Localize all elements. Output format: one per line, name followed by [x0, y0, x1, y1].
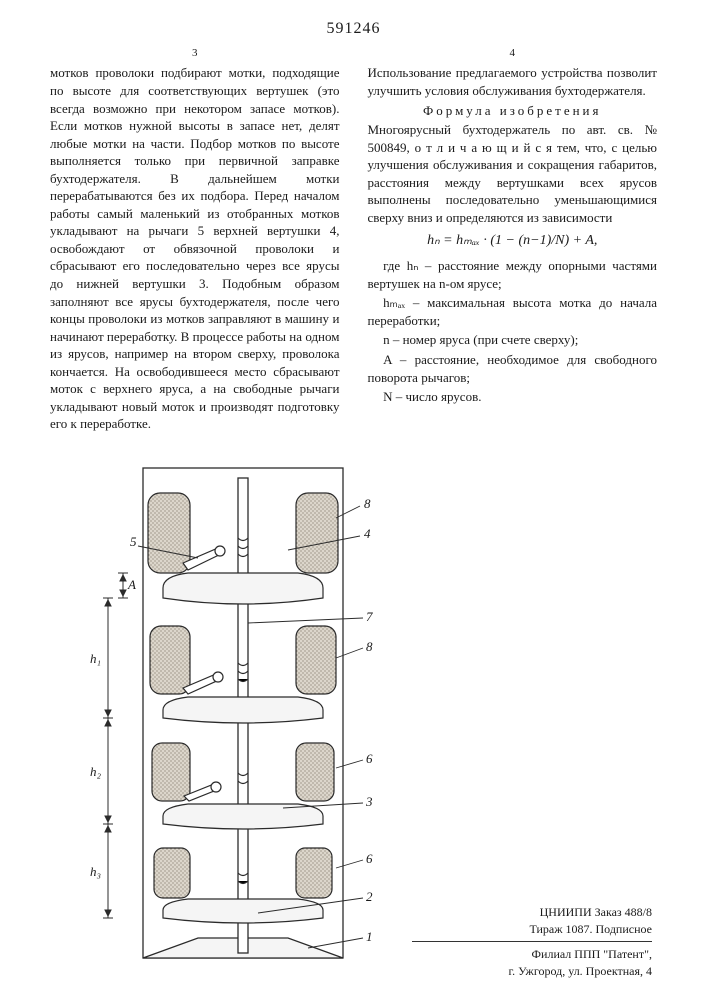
- definitions-block: где hₙ – расстояние между опорными частя…: [368, 257, 658, 405]
- def-hn: где hₙ – расстояние между опорными частя…: [368, 257, 658, 292]
- equation: hₙ = hₘₐₓ · (1 − (n−1)/N) + A,: [368, 232, 658, 251]
- dim-A: A: [127, 577, 136, 592]
- dim-h3: h₃: [90, 864, 101, 879]
- page-number-left: 3: [50, 46, 340, 61]
- claims-heading: Формула изобретения: [368, 102, 658, 120]
- def-hmax: hₘₐₓ – максимальная высота мотка до нача…: [368, 294, 658, 329]
- ref-6b: 6: [366, 851, 373, 866]
- footer-order: ЦНИИПИ Заказ 488/8: [412, 904, 652, 921]
- intro-paragraph: Использование предлагаемого устройства п…: [368, 64, 658, 99]
- ref-1: 1: [366, 929, 373, 944]
- document-number: 591246: [50, 18, 657, 40]
- claim-paragraph: Многоярусный бухтодержатель по авт. св. …: [368, 121, 658, 226]
- technical-drawing: A h₁ h₂ h₃ 8 4 5 7 8 6 3 6 2 1: [88, 458, 388, 978]
- two-column-block: 3 мотков проволоки подбирают мотки, подх…: [50, 46, 657, 435]
- dim-h2: h₂: [90, 764, 102, 779]
- right-column: 4 Использование предлагаемого устройства…: [368, 46, 658, 435]
- ref-2: 2: [366, 889, 373, 904]
- dim-h1: h₁: [90, 651, 101, 666]
- ref-5: 5: [130, 534, 137, 549]
- page-number-right: 4: [368, 46, 658, 61]
- footer-address: г. Ужгород, ул. Проектная, 4: [412, 963, 652, 980]
- body-text-left: мотков проволоки подбирают мотки, подход…: [50, 64, 340, 432]
- left-column: 3 мотков проволоки подбирают мотки, подх…: [50, 46, 340, 435]
- def-n: n – номер яруса (при счете сверху);: [368, 331, 658, 349]
- footer-branch: Филиал ППП "Патент",: [412, 946, 652, 963]
- imprint-footer: ЦНИИПИ Заказ 488/8 Тираж 1087. Подписное…: [412, 904, 652, 980]
- footer-divider: [412, 941, 652, 942]
- ref-4: 4: [364, 526, 371, 541]
- def-A: A – расстояние, необходимое для свободно…: [368, 351, 658, 386]
- ref-7: 7: [366, 609, 373, 624]
- ref-3: 3: [365, 794, 373, 809]
- def-N: N – число ярусов.: [368, 388, 658, 406]
- ref-6: 6: [366, 751, 373, 766]
- ref-8: 8: [364, 496, 371, 511]
- ref-8b: 8: [366, 639, 373, 654]
- patent-page: 591246 3 мотков проволоки подбирают мотк…: [0, 0, 707, 445]
- footer-tirazh: Тираж 1087. Подписное: [412, 921, 652, 938]
